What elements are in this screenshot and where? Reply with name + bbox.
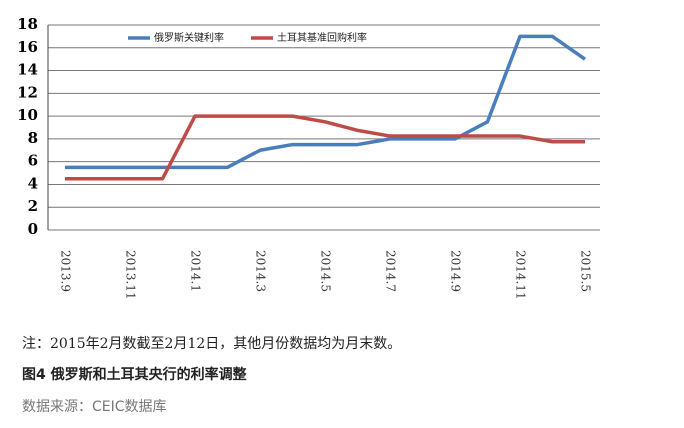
x-tick-label: 2014.7: [384, 250, 398, 292]
caption: 图4 俄罗斯和土耳其央行的利率调整: [22, 367, 247, 383]
y-tick-label: 2: [28, 197, 38, 215]
y-tick-label: 16: [17, 38, 38, 56]
x-tick-label: 2014.11: [514, 250, 528, 300]
x-tick-label: 2013.11: [124, 250, 138, 300]
y-tick-label: 4: [28, 174, 38, 192]
x-tick-label: 2015.5: [579, 250, 593, 292]
y-tick-label: 14: [17, 61, 38, 79]
series-line: [65, 114, 585, 181]
x-tick-label: 2013.9: [59, 250, 73, 292]
legend-label: 俄罗斯关键利率: [154, 31, 224, 44]
y-tick-label: 12: [17, 83, 38, 101]
x-tick-label: 2014.1: [189, 250, 203, 292]
y-tick-label: 18: [17, 15, 38, 33]
chart: 0 2 4 6 8 10 12 14 16 18 2013.9 2013.11 2014.1 2014.3…: [17, 15, 600, 300]
legend-label: 土耳其基准回购利率: [277, 31, 367, 44]
y-tick-label: 10: [17, 106, 38, 124]
x-tick-label: 2014.5: [319, 250, 333, 292]
source: 数据来源：CEIC数据库: [22, 399, 167, 415]
y-tick-label: 8: [28, 129, 38, 147]
y-tick-label: 6: [28, 152, 38, 170]
note: 注：2015年2月数截至2月12日，其他月份数据均为月末数。: [22, 336, 402, 352]
x-tick-label: 2014.9: [449, 250, 463, 292]
y-tick-label: 0: [28, 220, 38, 238]
x-tick-label: 2014.3: [254, 250, 268, 292]
series-line: [65, 34, 587, 170]
